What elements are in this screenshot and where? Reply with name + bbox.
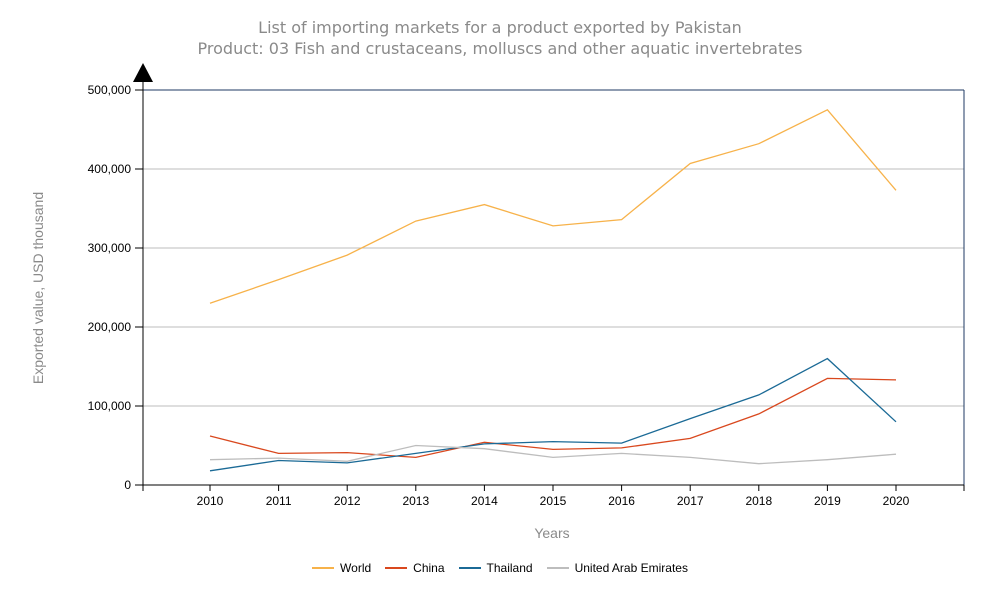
axes [133, 63, 964, 491]
legend-swatch-icon [546, 567, 569, 569]
x-tick-label: 2010 [197, 494, 224, 508]
y-tick-label: 200,000 [88, 320, 132, 334]
legend: World China Thailand United Arab Emirates [0, 561, 1000, 575]
plot-frame [143, 89, 965, 485]
legend-item[interactable]: United Arab Emirates [546, 561, 688, 575]
legend-swatch-icon [458, 567, 481, 569]
y-tick-label: 100,000 [88, 399, 132, 413]
x-tick-label: 2014 [471, 494, 498, 508]
x-tick-label: 2019 [814, 494, 841, 508]
x-tick-label: 2013 [402, 494, 429, 508]
y-tick-label: 500,000 [88, 83, 132, 97]
legend-label: World [340, 561, 372, 575]
x-tick-label: 2018 [745, 494, 772, 508]
series-line-united-arab-emirates [209, 444, 897, 465]
legend-item[interactable]: World [312, 561, 371, 575]
x-tick-label: 2011 [266, 494, 292, 508]
series-line-china [209, 377, 897, 459]
series-lines [209, 108, 897, 472]
legend-swatch-icon [385, 567, 408, 569]
series-line-thailand [209, 357, 897, 472]
x-tick-label: 2016 [608, 494, 635, 508]
y-tick-label: 0 [124, 478, 131, 492]
legend-swatch-icon [312, 567, 335, 569]
x-tick-label: 2017 [677, 494, 704, 508]
gridlines [143, 168, 964, 407]
y-tick-label: 300,000 [88, 241, 132, 255]
legend-label: United Arab Emirates [574, 561, 688, 575]
chart-title: List of importing markets for a product … [258, 18, 742, 37]
x-tick-label: 2015 [540, 494, 567, 508]
y-tick-label: 400,000 [88, 162, 132, 176]
legend-label: China [413, 561, 445, 575]
x-tick-label: 2012 [334, 494, 361, 508]
y-axis-ticks: 0 100,000 200,000 300,000 400,000 500,000 [88, 83, 143, 492]
chart-subtitle: Product: 03 Fish and crustaceans, mollus… [197, 39, 803, 58]
y-axis-arrow-icon [133, 63, 153, 82]
y-axis-title: Exported value, USD thousand [30, 192, 46, 384]
legend-item[interactable]: China [385, 561, 445, 575]
x-axis-ticks: 2010 2011 2012 2013 2014 2015 2016 2017 2018 2019… [142, 485, 965, 508]
x-tick-label: 2020 [883, 494, 910, 508]
series-line-world [209, 108, 897, 304]
legend-item[interactable]: Thailand [458, 561, 533, 575]
x-axis-title: Years [534, 525, 569, 541]
legend-label: Thailand [486, 561, 533, 575]
